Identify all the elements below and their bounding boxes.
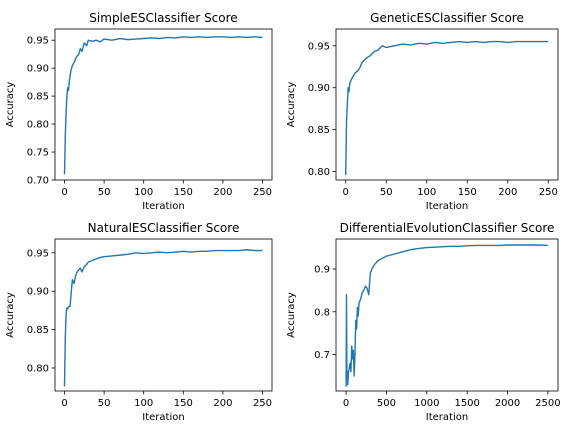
x-tick-label: 2000 (495, 398, 520, 409)
y-tick-label: 0.8 (314, 307, 330, 318)
x-tick-label: 200 (498, 187, 517, 198)
y-tick-label: 0.80 (308, 167, 330, 178)
y-axis-label: Accuracy (286, 82, 297, 128)
y-tick-label: 0.90 (27, 64, 49, 75)
plot-frame (54, 238, 273, 392)
x-axis-label: Iteration (142, 412, 184, 423)
x-tick-label: 200 (213, 398, 232, 409)
x-tick-label: 100 (134, 187, 153, 198)
plot-frame (54, 28, 273, 181)
y-tick-label: 0.85 (27, 325, 49, 336)
x-tick-label: 150 (174, 398, 193, 409)
y-axis-label: Accuracy (5, 292, 16, 338)
chart-title: GeneticESClassifier Score (370, 11, 524, 25)
y-tick-label: 0.80 (27, 363, 49, 374)
chart-title: DifferentialEvolutionClassifier Score (340, 221, 555, 235)
x-tick-label: 1000 (414, 398, 439, 409)
series-line (63, 36, 263, 175)
x-tick-label: 0 (61, 398, 67, 409)
y-axis-label: Accuracy (286, 292, 297, 338)
x-tick-label: 1500 (454, 398, 479, 409)
subplot-differential-evolution: DifferentialEvolutionClassifier Score It… (286, 221, 561, 423)
y-tick-label: 0.9 (314, 264, 330, 275)
x-tick-label: 0 (343, 398, 349, 409)
x-tick-label: 200 (213, 187, 232, 198)
series-line (345, 244, 548, 387)
plot-frame (335, 238, 559, 392)
x-tick-label: 0 (61, 187, 67, 198)
subplot-natural-es: NaturalESClassifier Score Iteration Accu… (5, 221, 273, 423)
y-tick-label: 0.70 (27, 176, 49, 187)
x-tick-label: 50 (98, 398, 111, 409)
y-tick-label: 0.7 (314, 350, 330, 361)
y-tick-label: 0.95 (27, 36, 49, 47)
y-axis-label: Accuracy (5, 82, 16, 128)
x-axis-label: Iteration (142, 201, 184, 212)
x-tick-label: 50 (98, 187, 111, 198)
x-axis-label: Iteration (426, 201, 468, 212)
subplot-genetic-es: GeneticESClassifier Score Iteration Accu… (286, 11, 559, 212)
y-tick-label: 0.85 (27, 92, 49, 103)
chart-title: SimpleESClassifier Score (89, 11, 237, 25)
y-tick-label: 0.95 (308, 41, 330, 52)
y-tick-label: 0.90 (27, 287, 49, 298)
x-tick-label: 250 (253, 187, 272, 198)
y-tick-label: 0.85 (308, 125, 330, 136)
x-tick-label: 150 (458, 187, 477, 198)
y-tick-label: 0.75 (27, 148, 49, 159)
plot-frame (335, 28, 559, 181)
chart-title: NaturalESClassifier Score (88, 221, 240, 235)
x-tick-label: 250 (539, 187, 558, 198)
subplot-simple-es: SimpleESClassifier Score Iteration Accur… (5, 11, 273, 212)
y-tick-label: 0.80 (27, 120, 49, 131)
x-tick-label: 100 (134, 398, 153, 409)
y-tick-label: 0.95 (27, 248, 49, 259)
y-tick-label: 0.90 (308, 83, 330, 94)
x-tick-label: 500 (377, 398, 396, 409)
x-axis-label: Iteration (426, 412, 468, 423)
series-line (63, 249, 263, 387)
x-tick-label: 100 (417, 187, 436, 198)
x-tick-label: 50 (380, 187, 393, 198)
x-tick-label: 2500 (535, 398, 560, 409)
x-tick-label: 0 (343, 187, 349, 198)
series-line (345, 40, 549, 175)
x-tick-label: 250 (253, 398, 272, 409)
x-tick-label: 150 (174, 187, 193, 198)
